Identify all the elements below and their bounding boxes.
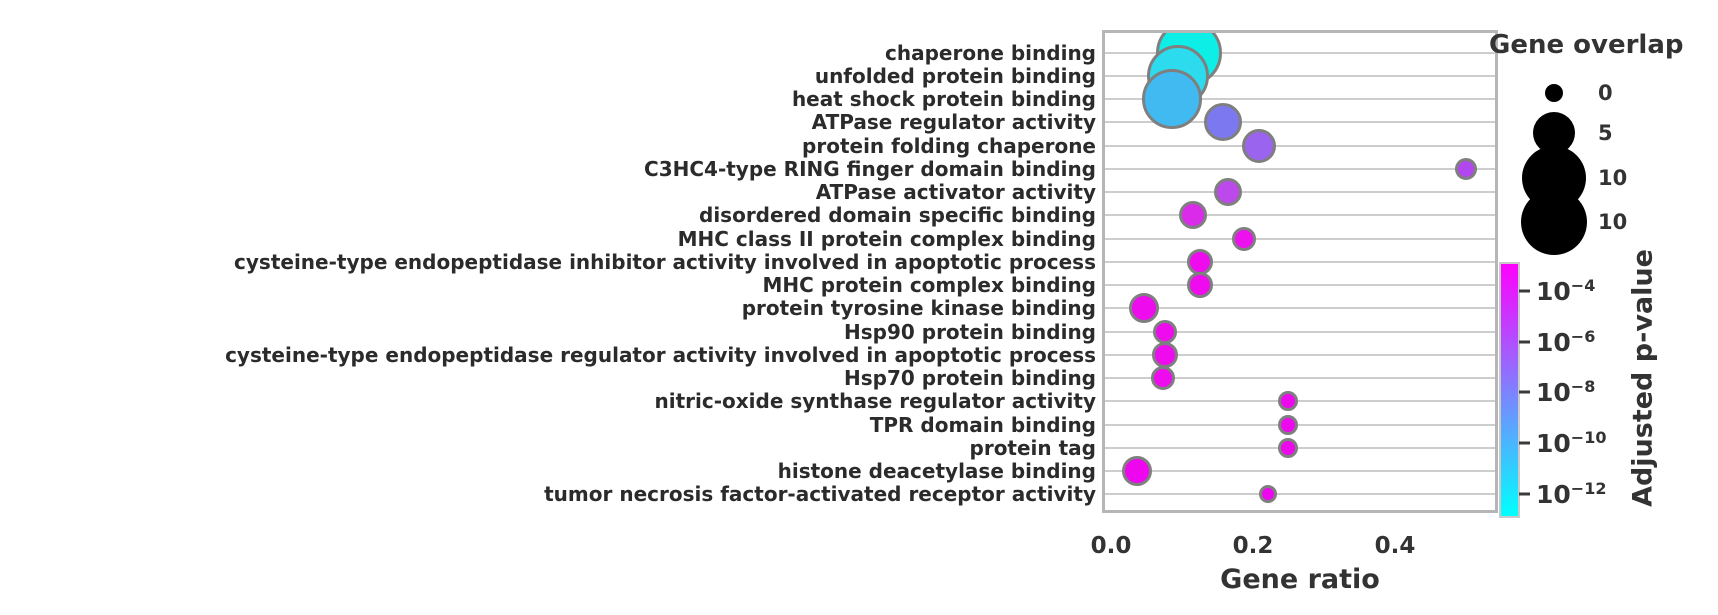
y-axis-label: cysteine-type endopeptidase inhibitor ac… bbox=[234, 249, 1096, 274]
gridline bbox=[1102, 121, 1498, 124]
legend-size-circle bbox=[1545, 84, 1563, 102]
bubble bbox=[1214, 178, 1243, 206]
bubble bbox=[1277, 414, 1298, 435]
colorbar-tick-mark bbox=[1519, 390, 1530, 394]
gridline bbox=[1102, 493, 1498, 496]
gridline bbox=[1102, 284, 1498, 286]
y-axis-label: unfolded protein binding bbox=[814, 63, 1096, 88]
size-legend-title: Gene overlap bbox=[1489, 30, 1684, 60]
colorbar-tick-label: 10−4 bbox=[1536, 275, 1596, 307]
plot-area bbox=[1102, 30, 1498, 513]
colorbar-tick-mark bbox=[1519, 340, 1530, 344]
y-axis-label: C3HC4-type RING finger domain binding bbox=[644, 156, 1096, 181]
y-axis-label: chaperone binding bbox=[885, 40, 1096, 65]
gridline bbox=[1102, 470, 1498, 472]
bubble bbox=[1150, 366, 1175, 390]
bubble bbox=[1178, 201, 1207, 230]
gridline bbox=[1102, 400, 1498, 403]
y-axis-label: ATPase activator activity bbox=[815, 180, 1096, 204]
gridline bbox=[1102, 260, 1498, 263]
gridline bbox=[1102, 214, 1498, 217]
bubble bbox=[1277, 437, 1298, 458]
bubble bbox=[1152, 319, 1177, 344]
gridline bbox=[1102, 167, 1498, 170]
x-tick-0.4: 0.4 bbox=[1374, 533, 1416, 559]
y-axis-label: MHC class II protein complex binding bbox=[677, 226, 1096, 251]
y-axis-label: Hsp70 protein binding bbox=[844, 366, 1096, 390]
bubble bbox=[1258, 485, 1277, 504]
y-axis-label: tumor necrosis factor-activated receptor… bbox=[544, 482, 1096, 507]
bubble bbox=[1241, 128, 1276, 163]
colorbar-tick-label: 10−10 bbox=[1536, 427, 1607, 459]
bubble bbox=[1277, 391, 1298, 412]
gridline bbox=[1102, 144, 1498, 147]
colorbar-tick-mark bbox=[1519, 289, 1530, 293]
bubble bbox=[1151, 341, 1178, 368]
gridline bbox=[1102, 353, 1498, 356]
y-axis-label: nitric-oxide synthase regulator activity bbox=[654, 389, 1097, 414]
y-axis-label: protein tyrosine kinase binding bbox=[741, 296, 1096, 321]
gridline bbox=[1102, 307, 1498, 310]
x-axis-title: Gene ratio bbox=[1220, 564, 1380, 595]
bubble bbox=[1186, 272, 1213, 298]
y-axis-label: cysteine-type endopeptidase regulator ac… bbox=[225, 342, 1096, 367]
colorbar-tick-label: 10−8 bbox=[1536, 376, 1596, 408]
colorbar-tick-label: 10−6 bbox=[1536, 326, 1596, 358]
legend-size-value: 10 bbox=[1598, 210, 1628, 234]
y-axis-label: histone deacetylase binding bbox=[777, 459, 1096, 483]
colorbar-tick-mark bbox=[1519, 441, 1530, 445]
x-tick-0.2: 0.2 bbox=[1232, 533, 1274, 559]
x-tick-0.0: 0.0 bbox=[1090, 533, 1132, 559]
gridline bbox=[1102, 98, 1498, 100]
y-axis-label: ATPase regulator activity bbox=[811, 110, 1096, 135]
legend-size-circle bbox=[1521, 189, 1587, 255]
legend-size-value: 5 bbox=[1598, 121, 1613, 145]
colorbar-tick-mark bbox=[1519, 492, 1530, 496]
gridline bbox=[1102, 330, 1498, 333]
colorbar-tick-label: 10−12 bbox=[1536, 478, 1607, 510]
colorbar-gradient bbox=[1499, 262, 1520, 518]
y-axis-label: disordered domain specific binding bbox=[699, 203, 1096, 228]
legend-size-value: 10 bbox=[1598, 166, 1628, 190]
bubble bbox=[1455, 157, 1477, 180]
gridline bbox=[1102, 377, 1498, 379]
gridline bbox=[1102, 191, 1498, 193]
y-axis-label: MHC protein complex binding bbox=[762, 273, 1096, 297]
y-axis-label: protein tag bbox=[969, 435, 1096, 460]
gridline bbox=[1102, 74, 1498, 77]
bubble bbox=[1231, 226, 1256, 251]
y-axis-label: heat shock protein binding bbox=[791, 87, 1096, 111]
gridline bbox=[1102, 423, 1498, 426]
gridline bbox=[1102, 446, 1498, 449]
gridline bbox=[1102, 237, 1498, 240]
gridline bbox=[1102, 51, 1498, 54]
y-axis-label: protein folding chaperone bbox=[802, 133, 1096, 158]
colorbar-title: Adjusted p-value bbox=[1627, 249, 1659, 507]
y-axis-label: Hsp90 protein binding bbox=[844, 319, 1096, 344]
legend-size-value: 0 bbox=[1598, 81, 1613, 105]
bubble bbox=[1128, 293, 1159, 324]
bubble bbox=[1142, 69, 1203, 129]
bubble bbox=[1204, 103, 1243, 142]
bubble bbox=[1122, 456, 1153, 486]
bubble bbox=[1186, 248, 1213, 275]
y-axis-label: TPR domain binding bbox=[869, 412, 1096, 437]
